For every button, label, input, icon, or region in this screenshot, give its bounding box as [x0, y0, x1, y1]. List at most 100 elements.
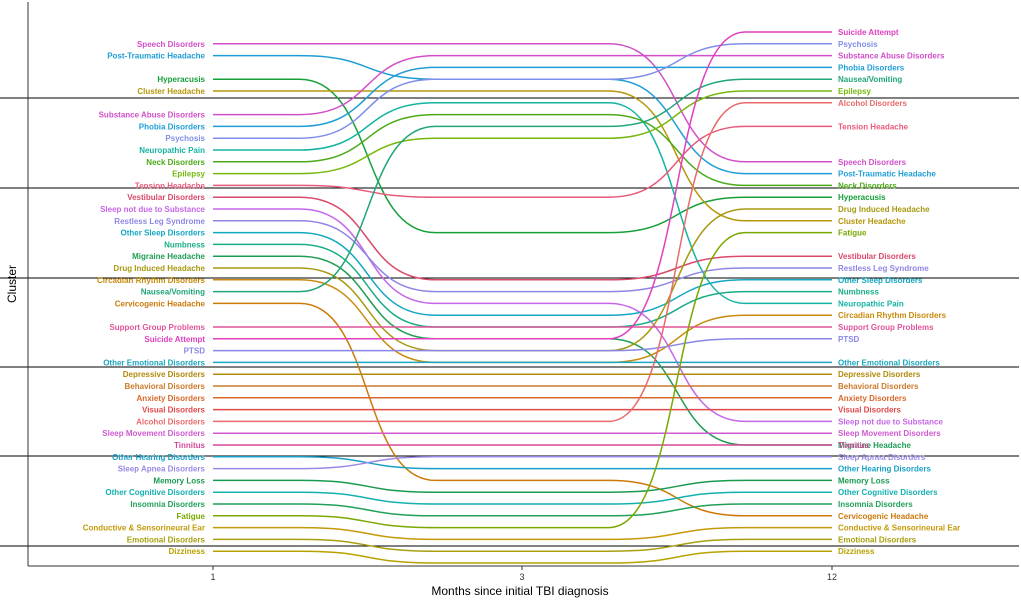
series-label-left: Speech Disorders — [137, 40, 206, 49]
series-line — [213, 231, 832, 529]
left-labels: Speech Disorders Post-Traumatic Headache H… — [83, 40, 206, 556]
series-label-left: Circadian Rhythm Disorders — [97, 276, 206, 285]
series-label-left: Phobia Disorders — [139, 122, 206, 131]
series-label-right: Neuropathic Pain — [838, 299, 904, 308]
series-label-left: Sleep Apnea Disorders — [118, 465, 206, 474]
series-line — [213, 302, 832, 517]
series-line — [213, 102, 832, 423]
x-tick-label: 3 — [519, 572, 524, 582]
series-line — [213, 90, 832, 175]
series-label-right: Memory Loss — [838, 476, 890, 485]
series-label-right: Cluster Headache — [838, 217, 906, 226]
series-label-left: Visual Disorders — [142, 406, 206, 415]
x-tick-label: 12 — [827, 572, 837, 582]
series-label-left: Nausea/Vomiting — [141, 288, 205, 297]
series-label-left: Tension Headache — [135, 181, 206, 190]
series-label-right: Hyperacusis — [838, 193, 886, 202]
series-label-right: Epilepsy — [838, 87, 871, 96]
series-label-left: Other Emotional Disorders — [103, 358, 205, 367]
series-label-right: Insomnia Disorders — [838, 500, 913, 509]
series-label-left: Drug Induced Headache — [113, 264, 205, 273]
series-label-right: Other Sleep Disorders — [838, 276, 923, 285]
right-labels: Speech Disorders Post-Traumatic Headache H… — [838, 28, 960, 556]
series-line — [213, 90, 832, 222]
series-label-right: Support Group Problems — [838, 323, 934, 332]
series-label-left: Depressive Disorders — [123, 370, 206, 379]
series-label-left: Suicide Attempt — [144, 335, 205, 344]
series-line — [213, 196, 832, 281]
series-label-right: Restless Leg Syndrome — [838, 264, 929, 273]
series-label-right: Neck Disorders — [838, 181, 897, 190]
series-label-left: Cluster Headache — [137, 87, 205, 96]
axes — [27, 2, 1019, 567]
series-label-right: Numbness — [838, 288, 879, 297]
series-label-right: Speech Disorders — [838, 158, 907, 167]
series-label-left: Other Cognitive Disorders — [105, 488, 205, 497]
series-line — [213, 125, 832, 198]
series-label-right: Sleep Movement Disorders — [838, 429, 941, 438]
series-label-left: Psychosis — [165, 134, 205, 143]
series-label-right: Tinnitus — [838, 441, 870, 450]
series-label-right: Visual Disorders — [838, 406, 902, 415]
x-axis-title: Months since initial TBI diagnosis — [431, 584, 608, 598]
series-line — [213, 220, 832, 293]
series-label-right: Other Emotional Disorders — [838, 358, 940, 367]
series-line — [213, 43, 832, 163]
series-label-right: Other Hearing Disorders — [838, 465, 931, 474]
series-label-right: Migraine Headache — [838, 441, 911, 450]
series-label-left: Insomnia Disorders — [130, 500, 205, 509]
series-label-left: Alcohol Disorders — [136, 417, 205, 426]
series-label-left: Migraine Headache — [132, 252, 205, 261]
series-line — [213, 66, 832, 128]
series-line — [213, 102, 832, 305]
series-label-left: Vestibular Disorders — [127, 193, 205, 202]
series-line — [213, 113, 832, 187]
x-ticks: 1 3 12 — [210, 566, 837, 582]
series-label-right: Behavioral Disorders — [838, 382, 919, 391]
series-line — [213, 231, 832, 316]
series-label-left: Substance Abuse Disorders — [99, 111, 206, 120]
series-label-right: Fatigue — [838, 229, 867, 238]
series-label-left: Fatigue — [177, 512, 206, 521]
series-line — [213, 456, 832, 470]
series-label-left: Support Group Problems — [109, 323, 205, 332]
series-line — [213, 338, 832, 352]
series-label-left: Conductive & Sensorineural Ear — [83, 524, 205, 533]
series-label-left: Restless Leg Syndrome — [114, 217, 205, 226]
series-label-right: Sleep not due to Substance — [838, 417, 943, 426]
series-label-right: Suicide Attempt — [838, 28, 899, 37]
series-label-left: Epilepsy — [172, 170, 205, 179]
series-label-left: Other Hearing Disorders — [112, 453, 205, 462]
series-label-right: Sleep Apnea Disorders — [838, 453, 926, 462]
cluster-separators — [0, 97, 1019, 547]
series-label-left: Post-Traumatic Headache — [107, 52, 205, 61]
series-line — [213, 503, 832, 517]
series-label-right: Psychosis — [838, 40, 878, 49]
series-line — [213, 479, 832, 493]
series-label-left: PTSD — [184, 347, 206, 356]
series-label-right: Drug Induced Headache — [838, 205, 930, 214]
series-line — [213, 491, 832, 505]
x-tick-label: 1 — [210, 572, 215, 582]
series-label-left: Other Sleep Disorders — [121, 229, 206, 238]
series-label-right: Cervicogenic Headache — [838, 512, 929, 521]
series-label-right: Phobia Disorders — [838, 63, 905, 72]
series-label-left: Sleep not due to Substance — [100, 205, 205, 214]
series-label-right: Vestibular Disorders — [838, 252, 916, 261]
series-line — [213, 54, 832, 116]
series-label-left: Emotional Disorders — [127, 535, 206, 544]
series-line — [213, 31, 832, 340]
series-label-right: Dizziness — [838, 547, 875, 556]
series-label-right: Substance Abuse Disorders — [838, 52, 945, 61]
y-axis-title: Cluster — [5, 265, 19, 303]
series-label-left: Numbness — [164, 240, 205, 249]
series-label-right: Tension Headache — [838, 122, 909, 131]
series-label-right: Emotional Disorders — [838, 535, 917, 544]
series-line — [213, 43, 832, 139]
series-label-left: Anxiety Disorders — [137, 394, 206, 403]
series-label-left: Dizziness — [169, 547, 206, 556]
series-lines — [213, 31, 832, 564]
series-label-right: Depressive Disorders — [838, 370, 921, 379]
series-label-right: Circadian Rhythm Disorders — [838, 311, 947, 320]
